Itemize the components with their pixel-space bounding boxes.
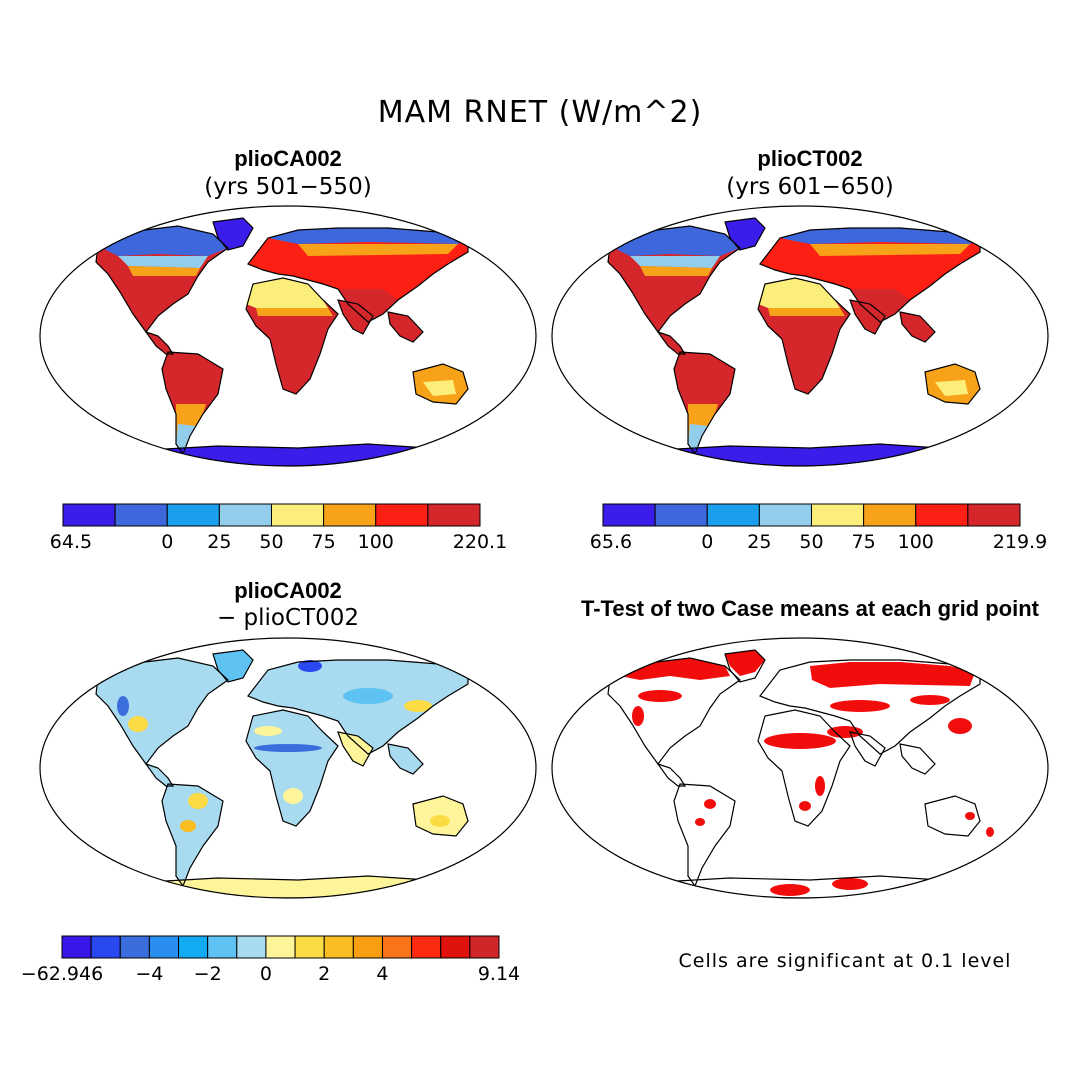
panel-title-bottom-left: plioCA002 <box>234 578 342 603</box>
colorbar-label: 9.14 <box>478 963 520 985</box>
colorbar-label: 25 <box>747 531 771 553</box>
colorbar-label: 75 <box>852 531 876 553</box>
colorbar-label: 0 <box>161 531 173 553</box>
panel-title-top-right: plioCT002 <box>757 146 863 171</box>
colorbar-swatch <box>469 935 500 959</box>
colorbar-label: −64.5 <box>50 531 92 553</box>
map-bottom-right <box>551 637 1049 899</box>
colorbar-swatch <box>207 935 238 959</box>
panel-title-bottom-right: T-Test of two Case means at each grid po… <box>580 596 1039 621</box>
colorbar-swatch <box>427 503 481 527</box>
colorbar-label: 50 <box>259 531 283 553</box>
colorbar-swatch <box>602 503 656 527</box>
colorbar-swatch <box>148 935 180 959</box>
colorbar-label: 100 <box>898 531 934 553</box>
colorbar-swatch <box>271 503 325 527</box>
colorbar-label: 219.9 <box>993 531 1047 553</box>
colorbar-swatch <box>236 935 267 959</box>
colorbar-label: 220.1 <box>453 531 507 553</box>
colorbar-swatch <box>90 935 121 959</box>
colorbar-swatch <box>265 935 296 959</box>
colorbar-swatch <box>440 935 471 959</box>
main-title: MAM RNET (W/m^2) <box>377 95 703 130</box>
colorbar-swatch <box>294 935 325 959</box>
colorbar-swatch <box>967 503 1021 527</box>
colorbar-swatch <box>61 935 92 959</box>
colorbar-swatch <box>863 503 917 527</box>
colorbar-swatch <box>758 503 812 527</box>
colorbar-label: 75 <box>312 531 336 553</box>
colorbar-swatch <box>915 503 969 527</box>
map-top-right <box>551 205 1049 467</box>
panel-subtitle-top-right: (yrs 601−650) <box>726 174 894 200</box>
colorbar-label: 0 <box>260 963 272 985</box>
colorbar-label: −4 <box>135 963 163 985</box>
colorbar-swatch <box>381 935 413 959</box>
colorbar-swatch <box>62 503 116 527</box>
colorbar-swatch <box>654 503 708 527</box>
colorbar-swatch <box>375 503 429 527</box>
colorbar-swatch <box>114 503 168 527</box>
colorbar-label: −65.6 <box>590 531 632 553</box>
colorbar-label: 100 <box>358 531 394 553</box>
colorbar-swatch <box>811 503 865 527</box>
colorbar-swatch <box>119 935 150 959</box>
colorbar-swatch <box>166 503 220 527</box>
colorbar-label: 0 <box>701 531 713 553</box>
colorbar-swatch <box>706 503 760 527</box>
panel-subtitle-bottom-left: − plioCT002 <box>216 605 360 631</box>
colorbar-label: 4 <box>376 963 388 985</box>
panel-title-top-left: plioCA002 <box>234 146 342 171</box>
map-bottom-left <box>39 637 537 899</box>
colorbar-swatch <box>411 935 442 959</box>
significance-note: Cells are significant at 0.1 level <box>678 950 1012 972</box>
colorbar-label: −2 <box>194 963 222 985</box>
colorbar-bottom-left: −62.946 −4 −2 0 2 4 9.14 <box>21 935 520 985</box>
colorbar-swatch <box>352 935 383 959</box>
colorbar-label: 50 <box>799 531 823 553</box>
map-top-left <box>39 205 537 467</box>
colorbar-swatch <box>178 935 209 959</box>
colorbar-swatch <box>323 935 354 959</box>
colorbar-label: 2 <box>318 963 330 985</box>
colorbar-swatch <box>218 503 272 527</box>
colorbar-top-right: −65.6 0 25 50 75 100 219.9 <box>590 503 1047 553</box>
colorbar-swatch <box>323 503 377 527</box>
colorbar-label: 25 <box>207 531 231 553</box>
colorbar-top-left: −64.5 0 25 50 75 100 220.1 <box>50 503 507 553</box>
colorbar-label: −62.946 <box>21 963 103 985</box>
panel-subtitle-top-left: (yrs 501−550) <box>204 174 372 200</box>
